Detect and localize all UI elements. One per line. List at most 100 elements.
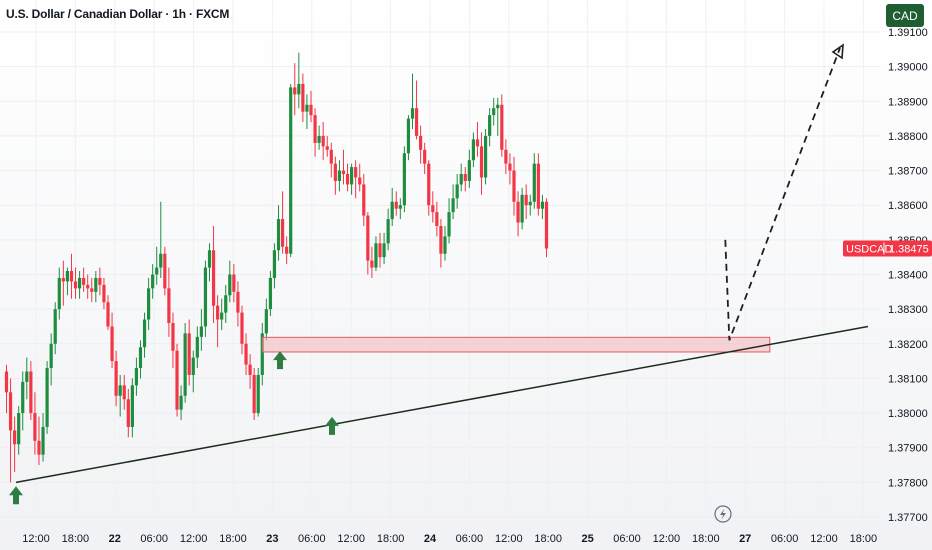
- candle-body: [492, 108, 496, 116]
- price-axis[interactable]: 1.39100 1.39000 1.38900 1.38800 1.38700 1.386…: [888, 27, 928, 524]
- candle-body: [130, 385, 134, 427]
- candle-body: [163, 253, 167, 289]
- candle-body: [98, 277, 102, 285]
- candle-body: [167, 288, 171, 323]
- candle-body: [73, 281, 78, 289]
- candle-body: [94, 277, 98, 292]
- candle-body: [382, 243, 386, 258]
- candle-body: [183, 333, 187, 396]
- symbol-title[interactable]: U.S. Dollar / Canadian Dollar · 1h · FXC…: [6, 7, 230, 21]
- candle-body: [224, 295, 228, 313]
- price-tick-label: 1.38000: [888, 408, 928, 420]
- candle-body: [524, 194, 528, 206]
- candle-body: [496, 104, 500, 109]
- time-tick-label: 12:00: [653, 533, 681, 545]
- candle-body: [467, 160, 471, 181]
- price-tick-label: 1.38900: [888, 96, 928, 108]
- candle-body: [211, 250, 216, 306]
- candle-body: [471, 139, 475, 161]
- candle-body: [297, 83, 301, 95]
- lightning-icon[interactable]: [714, 505, 732, 523]
- candle-body: [159, 253, 163, 268]
- candle-body: [138, 347, 143, 369]
- candle-body: [228, 274, 232, 296]
- projection-arrowhead: [831, 43, 844, 60]
- time-tick-label: 06:00: [298, 533, 326, 545]
- candle-body: [151, 274, 155, 289]
- candle-body: [544, 201, 549, 249]
- candle-body: [187, 333, 191, 375]
- candle-body: [532, 163, 536, 202]
- price-tick-label: 1.38700: [888, 166, 928, 178]
- candle-body: [459, 174, 463, 185]
- candle-body: [199, 326, 203, 337]
- time-tick-label: 23: [266, 533, 278, 545]
- candle-body: [423, 149, 427, 164]
- time-tick-label: 27: [739, 533, 751, 545]
- candle-body: [370, 260, 374, 268]
- candle-body: [252, 374, 256, 414]
- candle-body: [435, 212, 439, 226]
- time-tick-label: 18:00: [534, 533, 562, 545]
- candle-body: [53, 309, 57, 344]
- price-tick-label: 1.37700: [888, 512, 928, 524]
- candle-body: [207, 250, 212, 268]
- price-tag-symbol: USDCAD: [846, 244, 893, 256]
- candle-body: [309, 104, 313, 116]
- time-tick-label: 12:00: [495, 533, 523, 545]
- candle-body: [29, 371, 33, 414]
- candle-body: [289, 87, 293, 254]
- time-tick-label: 06:00: [613, 533, 641, 545]
- candle-body: [451, 198, 455, 213]
- candle-body: [313, 115, 317, 143]
- candle-body: [447, 212, 451, 237]
- candle-body: [244, 343, 248, 365]
- candle-body: [65, 271, 69, 282]
- time-tick-label: 18:00: [219, 533, 247, 545]
- candle-body: [325, 146, 329, 150]
- time-axis[interactable]: 12:00 18:00 22 06:00 12:00 18:00 23 06:00 12:00 1…: [22, 533, 877, 545]
- candle-body: [378, 243, 382, 258]
- candle-body: [414, 108, 419, 136]
- candle-body: [483, 135, 488, 178]
- up-arrow-icon: [9, 486, 23, 505]
- candle-body: [106, 302, 110, 327]
- candle-body: [110, 326, 114, 362]
- candle-body: [264, 309, 268, 334]
- candle-body: [419, 135, 423, 150]
- currency-button[interactable]: CAD: [886, 4, 924, 27]
- time-tick-label: 24: [424, 533, 437, 545]
- candle-body: [171, 323, 175, 351]
- candle-body: [13, 430, 17, 445]
- candle-body: [21, 381, 25, 414]
- candle-body: [216, 305, 220, 320]
- candle-body: [293, 87, 297, 95]
- candle-body: [475, 139, 480, 147]
- candle-body: [175, 350, 179, 410]
- price-tag-value: 1.38475: [889, 244, 929, 256]
- candles: [4, 52, 549, 483]
- candle-body: [301, 83, 305, 112]
- support-zone: [261, 336, 771, 353]
- annotations: [9, 43, 869, 505]
- candle-body: [528, 201, 532, 206]
- candle-body: [516, 201, 520, 223]
- candle-body: [374, 243, 378, 268]
- price-tick-label: 1.39000: [888, 62, 928, 74]
- candle-body: [179, 395, 183, 410]
- candle-body: [256, 374, 260, 414]
- price-tick-label: 1.38300: [888, 304, 928, 316]
- time-tick-label: 12:00: [810, 533, 838, 545]
- candle-body: [479, 146, 484, 178]
- candle-body: [439, 226, 443, 254]
- up-arrow-icon: [273, 351, 287, 370]
- candle-body: [276, 219, 281, 251]
- up-arrow-shape: [325, 416, 339, 435]
- candle-body: [455, 184, 459, 199]
- candle-body: [329, 149, 333, 164]
- time-tick-label: 18:00: [692, 533, 720, 545]
- price-tick-label: 1.37900: [888, 443, 928, 455]
- candle-body: [195, 336, 199, 358]
